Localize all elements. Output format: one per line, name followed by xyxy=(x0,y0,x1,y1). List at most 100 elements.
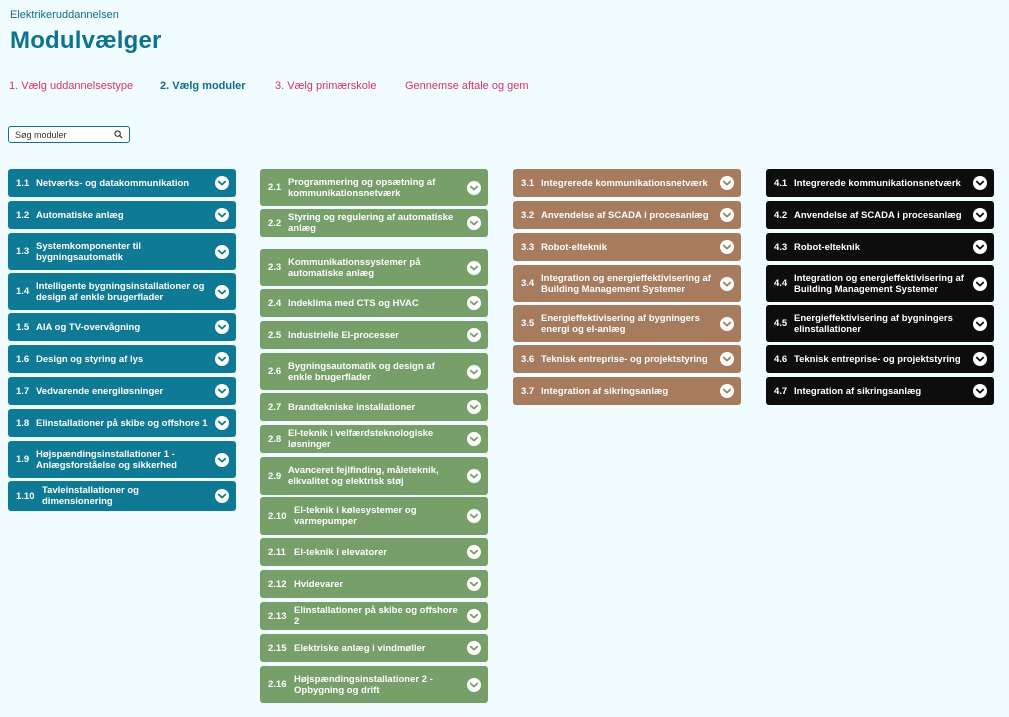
chevron-down-icon[interactable] xyxy=(973,176,987,190)
chevron-down-icon[interactable] xyxy=(720,176,734,190)
module-card-3-2[interactable]: 3.2 Anvendelse af SCADA i procesanlæg xyxy=(513,201,741,229)
chevron-down-icon[interactable] xyxy=(973,208,987,222)
module-title: Integration af sikringsanlæg xyxy=(794,385,922,397)
chevron-down-icon[interactable] xyxy=(973,352,987,366)
module-card-2-11[interactable]: 2.11 El-teknik i elevatorer xyxy=(260,538,488,566)
module-card-4-5[interactable]: 4.5 Energieffektivisering af bygningers e… xyxy=(766,305,994,342)
chevron-down-icon[interactable] xyxy=(973,384,987,398)
module-title: Intelligente bygningsinstallationer og d… xyxy=(36,280,205,303)
module-card-1-1[interactable]: 1.1 Netværks- og datakommunikation xyxy=(8,169,236,197)
module-card-2-12[interactable]: 2.12 Hvidevarer xyxy=(260,570,488,598)
module-card-4-6[interactable]: 4.6 Teknisk entreprise- og projektstyring xyxy=(766,345,994,373)
module-number: 1.6 xyxy=(16,353,30,365)
module-card-3-7[interactable]: 3.7 Integration af sikringsanlæg xyxy=(513,377,741,405)
chevron-down-icon[interactable] xyxy=(215,489,229,503)
module-card-3-1[interactable]: 3.1 Integrerede kommunikationsnetværk xyxy=(513,169,741,197)
module-card-3-5[interactable]: 3.5 Energieffektivisering af bygningers e… xyxy=(513,305,741,342)
module-card-4-1[interactable]: 4.1 Integrerede kommunikationsnetværk xyxy=(766,169,994,197)
module-title: Elinstallationer på skibe og offshore 2 xyxy=(294,605,458,627)
step-choose-education-type[interactable]: 1. Vælg uddannelsestype xyxy=(9,80,134,92)
module-card-2-6[interactable]: 2.6 Bygningsautomatik og design af enkle … xyxy=(260,353,488,390)
module-card-2-13[interactable]: 2.13 Elinstallationer på skibe og offshor… xyxy=(260,602,488,630)
chevron-down-icon[interactable] xyxy=(720,240,734,254)
module-title: Hvidevarer xyxy=(294,578,344,590)
chevron-down-icon[interactable] xyxy=(215,284,229,299)
chevron-down-icon[interactable] xyxy=(467,260,481,275)
module-title: Robot-elteknik xyxy=(541,241,607,253)
chevron-down-icon[interactable] xyxy=(720,208,734,222)
module-card-4-4[interactable]: 4.4 Integration og energieffektivisering … xyxy=(766,265,994,302)
module-number: 1.3 xyxy=(16,246,30,257)
module-card-1-2[interactable]: 1.2 Automatiske anlæg xyxy=(8,201,236,229)
module-card-2-9[interactable]: 2.9 Avanceret fejlfinding, måleteknik, el… xyxy=(260,457,488,495)
module-title: Elektriske anlæg i vindmøller xyxy=(294,642,426,654)
chevron-down-icon[interactable] xyxy=(720,384,734,398)
chevron-down-icon[interactable] xyxy=(720,276,734,291)
chevron-down-icon[interactable] xyxy=(467,609,481,623)
step-choose-primary-school[interactable]: 3. Vælg primærskole xyxy=(275,80,377,92)
module-card-2-3[interactable]: 2.3 Kommunikationssystemer på automatiske… xyxy=(260,249,488,286)
chevron-down-icon[interactable] xyxy=(467,364,481,379)
module-card-2-5[interactable]: 2.5 Industrielle El-processer xyxy=(260,321,488,349)
module-number: 2.2 xyxy=(268,217,282,229)
chevron-down-icon[interactable] xyxy=(467,296,481,310)
module-card-2-8[interactable]: 2.8 El-teknik i velfærdsteknologiske løsn… xyxy=(260,425,488,453)
step-choose-modules[interactable]: 2. Vælg moduler xyxy=(160,80,246,92)
module-card-1-9[interactable]: 1.9 Højspændingsinstallationer 1 - Anlægs… xyxy=(8,441,236,478)
chevron-down-icon[interactable] xyxy=(720,352,734,366)
module-card-2-7[interactable]: 2.7 Brandtekniske installationer xyxy=(260,393,488,421)
chevron-down-icon[interactable] xyxy=(973,276,987,291)
module-card-2-4[interactable]: 2.4 Indeklima med CTS og HVAC xyxy=(260,289,488,317)
module-card-2-15[interactable]: 2.15 Elektriske anlæg i vindmøller xyxy=(260,634,488,662)
chevron-down-icon[interactable] xyxy=(215,452,229,467)
chevron-down-icon[interactable] xyxy=(215,416,229,430)
module-card-2-10[interactable]: 2.10 El-teknik i kølesystemer og varmepum… xyxy=(260,497,488,535)
module-card-3-4[interactable]: 3.4 Integration og energieffektivisering … xyxy=(513,265,741,302)
search-box xyxy=(8,126,130,143)
search-icon[interactable] xyxy=(114,130,123,139)
module-number: 1.5 xyxy=(16,321,30,333)
chevron-down-icon[interactable] xyxy=(467,469,481,483)
chevron-down-icon[interactable] xyxy=(215,352,229,366)
chevron-down-icon[interactable] xyxy=(467,641,481,655)
chevron-down-icon[interactable] xyxy=(467,432,481,446)
chevron-down-icon[interactable] xyxy=(215,244,229,259)
module-card-1-7[interactable]: 1.7 Vedvarende energiløsninger xyxy=(8,377,236,405)
chevron-down-icon[interactable] xyxy=(467,216,481,230)
chevron-down-icon[interactable] xyxy=(215,176,229,190)
chevron-down-icon[interactable] xyxy=(215,208,229,222)
module-number: 2.16 xyxy=(268,679,287,690)
chevron-down-icon[interactable] xyxy=(467,577,481,591)
chevron-down-icon[interactable] xyxy=(467,509,481,523)
chevron-down-icon[interactable] xyxy=(467,400,481,414)
chevron-down-icon[interactable] xyxy=(467,328,481,342)
chevron-down-icon[interactable] xyxy=(215,384,229,398)
module-card-2-1[interactable]: 2.1 Programmering og opsætning af kommuni… xyxy=(260,169,488,206)
search-input[interactable] xyxy=(15,128,113,141)
module-card-4-7[interactable]: 4.7 Integration af sikringsanlæg xyxy=(766,377,994,405)
module-card-2-2[interactable]: 2.2 Styring og regulering af automatiske … xyxy=(260,209,488,237)
chevron-down-icon[interactable] xyxy=(467,180,481,195)
module-title: Styring og regulering af automatiske anl… xyxy=(288,212,454,234)
step-review-and-save[interactable]: Gennemse aftale og gem xyxy=(405,80,529,92)
module-number: 2.6 xyxy=(268,366,282,377)
module-card-4-3[interactable]: 4.3 Robot-elteknik xyxy=(766,233,994,261)
chevron-down-icon[interactable] xyxy=(720,316,734,331)
module-card-3-6[interactable]: 3.6 Teknisk entreprise- og projektstyring xyxy=(513,345,741,373)
module-card-4-2[interactable]: 4.2 Anvendelse af SCADA i procesanlæg xyxy=(766,201,994,229)
chevron-down-icon[interactable] xyxy=(215,320,229,334)
module-card-1-6[interactable]: 1.6 Design og styring af lys xyxy=(8,345,236,373)
module-card-1-10[interactable]: 1.10 Tavleinstallationer og dimensionerin… xyxy=(8,481,236,511)
chevron-down-icon[interactable] xyxy=(973,316,987,331)
module-card-1-4[interactable]: 1.4 Intelligente bygningsinstallationer o… xyxy=(8,273,236,310)
module-card-1-3[interactable]: 1.3 Systemkomponenter til bygningsautomat… xyxy=(8,233,236,270)
module-card-1-5[interactable]: 1.5 AIA og TV-overvågning xyxy=(8,313,236,341)
module-card-3-3[interactable]: 3.3 Robot-elteknik xyxy=(513,233,741,261)
module-card-2-16[interactable]: 2.16 Højspændingsinstallationer 2 - Opbyg… xyxy=(260,666,488,703)
chevron-down-icon[interactable] xyxy=(467,677,481,692)
module-title: Robot-elteknik xyxy=(794,241,860,253)
module-title: Energieffektivisering af bygningers ener… xyxy=(541,312,700,335)
chevron-down-icon[interactable] xyxy=(467,545,481,559)
chevron-down-icon[interactable] xyxy=(973,240,987,254)
module-card-1-8[interactable]: 1.8 Elinstallationer på skibe og offshore… xyxy=(8,409,236,437)
